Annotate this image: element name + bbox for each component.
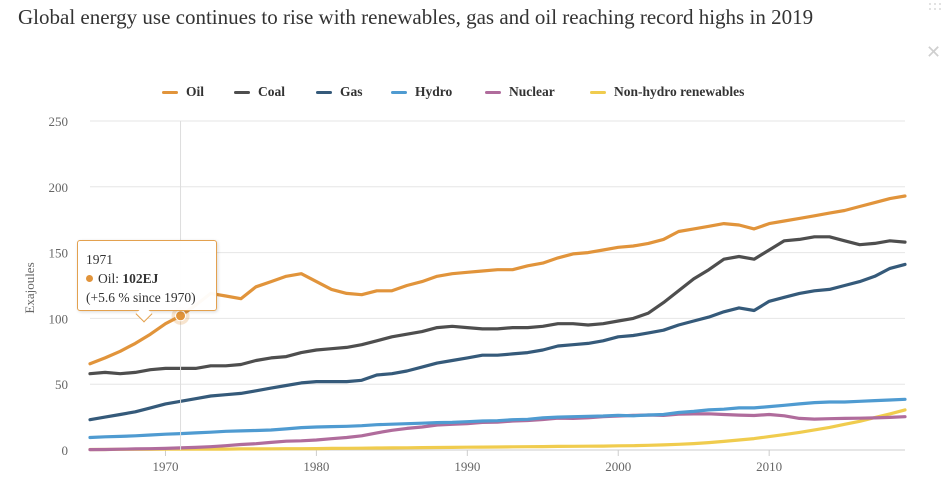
chart-title: Global energy use continues to rise with…: [18, 5, 814, 29]
legend-item-gas[interactable]: Gas: [316, 84, 363, 100]
legend-label-gas: Gas: [340, 84, 363, 99]
series-line-coal: [88, 235, 907, 376]
legend-label-coal: Coal: [258, 84, 285, 99]
y-tick-label-0: 0: [62, 443, 69, 458]
legend-item-coal[interactable]: Coal: [234, 84, 285, 100]
legend-label-nuclear: Nuclear: [509, 84, 555, 99]
x-tick-label-2000: 2000: [605, 459, 631, 474]
x-tick-label-1970: 1970: [152, 459, 178, 474]
y-tick-label-50: 50: [55, 377, 68, 392]
y-tick-label-250: 250: [49, 114, 69, 129]
chart-grid: [90, 120, 905, 385]
chart-menu-icon[interactable]: [928, 2, 942, 16]
series-line-non-hydro-renewables: [88, 408, 907, 452]
legend-item-oil[interactable]: Oil: [162, 84, 204, 100]
legend-swatch-hydro: [391, 90, 407, 94]
legend-label-non-hydro-renewables: Non-hydro renewables: [614, 84, 745, 99]
y-axis-label: Exajoules: [22, 262, 37, 313]
x-axis: 1970 1980 1990 2000 2010: [90, 449, 905, 474]
legend-swatch-gas: [316, 90, 332, 94]
tooltip-row: Oil: 102EJ: [86, 271, 158, 287]
legend-item-non-hydro-renewables[interactable]: Non-hydro renewables: [590, 84, 744, 100]
series-line-oil: [88, 194, 907, 366]
y-tick-label-200: 200: [49, 180, 69, 195]
tooltip-series-dot: [86, 275, 93, 282]
x-tick-label-2010: 2010: [756, 459, 782, 474]
legend-label-oil: Oil: [186, 84, 205, 99]
close-icon[interactable]: ✕: [926, 42, 942, 63]
chart-legend: Oil Coal Gas Hydro Nuclear Non-hydro ren…: [0, 84, 945, 104]
x-tick-label-1980: 1980: [303, 459, 329, 474]
legend-swatch-nuclear: [485, 90, 501, 94]
series-line-hydro: [88, 397, 907, 440]
legend-item-nuclear[interactable]: Nuclear: [485, 84, 555, 100]
legend-swatch-non-hydro-renewables: [590, 90, 606, 94]
series-line-gas: [88, 262, 907, 422]
y-axis: 0 50 100 150 200 250: [49, 114, 69, 458]
legend-swatch-oil: [162, 90, 178, 94]
hover-point: [175, 310, 187, 322]
chart-series: [88, 194, 907, 452]
legend-label-hydro: Hydro: [415, 84, 453, 99]
legend-swatch-coal: [234, 90, 250, 94]
tooltip-year: 1971: [86, 252, 113, 267]
tooltip-note: (+5.6 % since 1970): [86, 290, 196, 305]
y-tick-label-150: 150: [49, 246, 69, 261]
tooltip-series-label: Oil:: [98, 271, 123, 286]
tooltip-value: 102EJ: [122, 271, 159, 286]
tooltip: 1971 Oil: 102EJ (+5.6 % since 1970): [77, 240, 217, 323]
y-tick-label-100: 100: [49, 311, 69, 326]
x-tick-label-1990: 1990: [454, 459, 480, 474]
legend-item-hydro[interactable]: Hydro: [391, 84, 452, 100]
